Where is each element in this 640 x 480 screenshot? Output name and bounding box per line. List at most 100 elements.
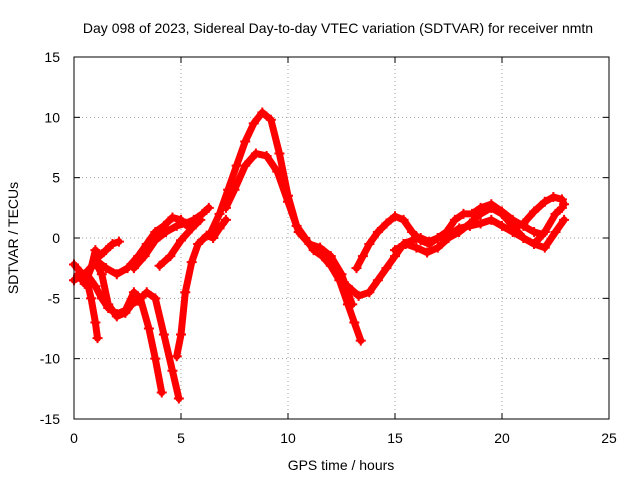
data-point [167,365,178,376]
data-point [407,226,418,237]
data-point [111,309,122,320]
data-point [150,226,161,237]
series-line-arc-10 [222,150,356,308]
data-point [559,199,570,210]
data-point [161,226,172,237]
data-series [69,107,570,404]
data-point [304,239,315,250]
x-tick-label: 15 [387,430,403,446]
data-point [497,208,507,219]
data-point [180,218,191,229]
data-point [79,278,90,289]
data-point [96,293,107,304]
data-point [150,293,161,304]
data-point [432,242,443,253]
data-point [364,287,375,298]
data-point [90,245,101,256]
data-point [398,214,409,225]
data-point [180,287,191,298]
data-point [372,275,383,286]
data-point [250,148,261,159]
data-point [548,191,559,202]
data-point [171,220,182,231]
y-tick-labels: -15 -10 -5 0 5 10 15 [40,49,60,427]
data-point [559,214,570,225]
data-point [556,194,567,205]
data-point [475,208,486,219]
data-point [231,160,242,171]
data-point [351,263,362,274]
data-point [518,218,529,229]
x-tick-label: 10 [280,430,296,446]
x-tick-label: 25 [601,430,617,446]
data-point [464,218,475,229]
data-point [325,251,336,262]
data-point [357,251,368,262]
data-point [364,239,375,250]
data-point [454,226,465,237]
data-point [347,299,358,310]
data-point [507,223,518,234]
axis-ticks [73,56,610,420]
data-point [107,239,118,250]
data-point [128,263,139,274]
x-tick-labels: 0 5 10 15 20 25 [70,430,617,446]
y-axis-label: SDTVAR / TECUs [5,182,21,294]
data-point [186,257,197,268]
data-point [101,263,112,274]
data-point [529,226,540,237]
data-point [150,353,161,364]
data-point [390,245,400,256]
data-point [195,214,206,225]
data-point [272,166,283,177]
data-point [349,317,360,328]
data-point [458,208,469,219]
data-point [424,239,435,250]
data-point [150,235,161,246]
data-point [372,226,383,237]
y-tick-label: -10 [40,351,60,367]
y-tick-label: 10 [44,109,60,125]
data-point [90,281,101,292]
data-point [497,220,507,231]
data-point [415,235,426,246]
data-point [353,290,364,301]
data-point [193,239,204,250]
data-point [86,293,97,304]
data-point [550,226,561,237]
data-point [381,263,392,274]
data-point [92,333,103,344]
y-tick-label: 0 [52,230,60,246]
data-point [220,202,231,213]
data-point [176,235,186,246]
data-point [186,223,197,234]
series-line-arc-9 [207,109,365,345]
data-point [205,226,216,237]
data-point [261,150,272,161]
data-point [257,107,268,118]
x-tick-label: 20 [494,430,510,446]
data-point [240,136,251,147]
data-point [120,305,131,316]
data-point [139,251,150,262]
y-tick-label: 15 [44,49,60,65]
x-tick-label: 0 [70,430,78,446]
data-point [432,233,443,243]
data-point [101,245,112,256]
data-point [486,202,497,213]
data-point [422,247,433,258]
data-point [390,211,400,222]
data-point [475,218,486,229]
data-point [274,148,285,159]
data-point [529,206,540,217]
data-point [176,329,186,340]
data-point [90,254,101,265]
data-point [486,214,497,225]
data-point [154,260,165,271]
data-point [214,208,225,219]
data-point [443,233,454,243]
data-point [90,317,101,328]
data-point [141,287,152,298]
y-tick-label: 5 [52,170,60,186]
data-point [539,196,550,207]
